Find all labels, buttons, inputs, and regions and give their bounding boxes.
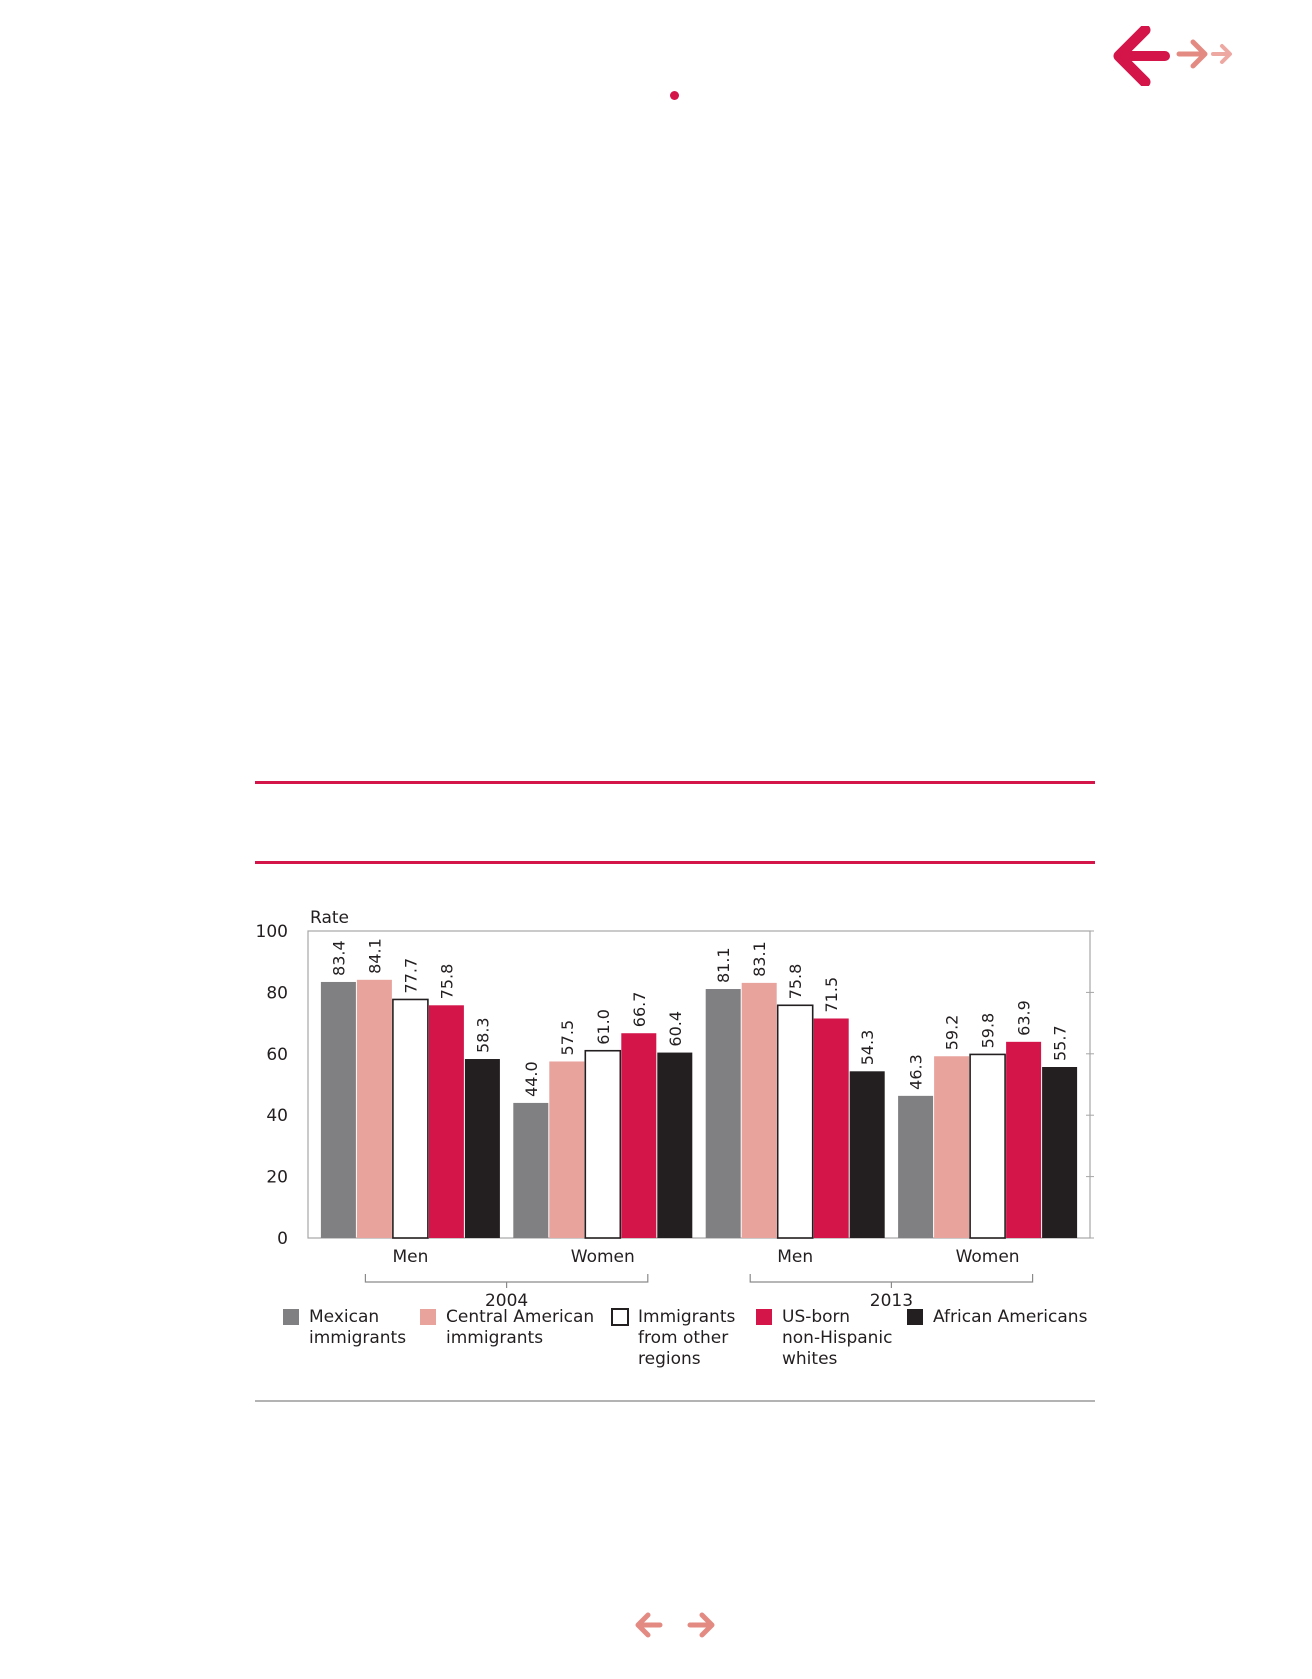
page-marker-dot bbox=[670, 91, 679, 100]
back-arrow-icon[interactable] bbox=[1113, 26, 1170, 86]
bar bbox=[584, 1049, 622, 1239]
bar bbox=[464, 1059, 500, 1238]
top-navigation bbox=[1113, 26, 1232, 86]
y-tick-label: 20 bbox=[266, 1168, 288, 1188]
legend-label: US-born bbox=[782, 1307, 850, 1327]
bar bbox=[356, 979, 392, 1238]
bar-layer bbox=[320, 979, 1078, 1239]
data-label: 60.4 bbox=[666, 1011, 685, 1047]
legend-swatch bbox=[756, 1309, 772, 1325]
legend-label: immigrants bbox=[446, 1328, 543, 1348]
bar bbox=[1006, 1041, 1042, 1238]
forward-arrow-icon[interactable] bbox=[1176, 39, 1208, 69]
legend-label: immigrants bbox=[309, 1328, 406, 1348]
y-tick-label: 80 bbox=[266, 983, 288, 1003]
data-label: 59.2 bbox=[943, 1015, 962, 1051]
y-tick-label: 40 bbox=[266, 1106, 288, 1126]
data-label: 71.5 bbox=[822, 977, 841, 1013]
bar bbox=[657, 1052, 693, 1238]
data-label: 77.7 bbox=[401, 958, 420, 994]
data-label: 75.8 bbox=[437, 964, 456, 1000]
year-bracket bbox=[364, 1274, 649, 1283]
category-label: Men bbox=[777, 1247, 813, 1267]
data-label: 54.3 bbox=[858, 1030, 877, 1066]
legend-swatch bbox=[283, 1309, 299, 1325]
legend-label: Immigrants bbox=[638, 1307, 735, 1327]
bar bbox=[320, 981, 356, 1238]
data-label: 84.1 bbox=[365, 938, 384, 974]
y-tick-label: 100 bbox=[256, 922, 288, 942]
legend-label: Mexican bbox=[309, 1307, 379, 1327]
bar bbox=[934, 1056, 970, 1238]
data-label-layer: 83.4 44.0 81.1 46.3 84.1 57.5 83.1 59.2 77.7 61.0… bbox=[329, 938, 1069, 1097]
data-label: 63.9 bbox=[1015, 1000, 1034, 1036]
data-label: 57.5 bbox=[558, 1020, 577, 1056]
bar bbox=[428, 1005, 464, 1238]
year-bracket bbox=[749, 1274, 1034, 1283]
figure-title-rule bbox=[255, 861, 1095, 864]
data-label: 61.0 bbox=[594, 1009, 613, 1045]
bottom-navigation bbox=[635, 1612, 715, 1638]
next-page-icon[interactable] bbox=[687, 1612, 715, 1638]
data-label: 46.3 bbox=[907, 1054, 926, 1090]
data-label: 59.8 bbox=[979, 1013, 998, 1049]
category-label: Women bbox=[956, 1247, 1020, 1267]
data-label: 81.1 bbox=[714, 947, 733, 983]
bar bbox=[549, 1061, 585, 1238]
previous-page-icon[interactable] bbox=[635, 1612, 663, 1638]
bar-chart: 0 20 40 60 80 100 Rate Men Women Men Women 2004 2013… bbox=[256, 908, 1094, 1369]
legend-label: regions bbox=[638, 1349, 701, 1369]
plot-frame bbox=[307, 930, 1091, 1239]
data-label: 55.7 bbox=[1051, 1025, 1070, 1061]
bar bbox=[969, 1053, 1006, 1239]
legend-label: whites bbox=[782, 1349, 838, 1369]
bar bbox=[813, 1018, 849, 1238]
data-label: 83.4 bbox=[329, 940, 348, 976]
bar bbox=[513, 1102, 549, 1238]
data-label: 44.0 bbox=[522, 1061, 541, 1097]
legend-label: non-Hispanic bbox=[782, 1328, 893, 1348]
legend-label: from other bbox=[638, 1328, 728, 1348]
y-tick-label: 60 bbox=[266, 1045, 288, 1065]
legend-label: Central American bbox=[446, 1307, 594, 1327]
axis-layer: 0 20 40 60 80 100 Rate Men Women Men Women 2004 2013 bbox=[256, 908, 1094, 1311]
year-label: 2013 bbox=[870, 1291, 913, 1311]
bar bbox=[741, 982, 777, 1238]
category-label: Men bbox=[392, 1247, 428, 1267]
y-tick-label: 0 bbox=[277, 1229, 288, 1249]
bar bbox=[849, 1071, 885, 1238]
bar bbox=[1042, 1067, 1078, 1238]
bar bbox=[776, 1004, 814, 1239]
data-label: 83.1 bbox=[750, 941, 769, 977]
bar bbox=[621, 1033, 657, 1238]
bar bbox=[705, 989, 741, 1238]
bar bbox=[392, 998, 429, 1239]
category-label: Women bbox=[571, 1247, 635, 1267]
legend-label: African Americans bbox=[933, 1307, 1088, 1327]
legend-swatch bbox=[611, 1308, 629, 1326]
legend-swatch bbox=[420, 1309, 436, 1325]
figure-bottom-rule bbox=[255, 1400, 1095, 1402]
data-label: 75.8 bbox=[786, 964, 805, 1000]
data-label: 58.3 bbox=[473, 1017, 492, 1053]
bar bbox=[898, 1095, 934, 1238]
y-axis-label: Rate bbox=[310, 908, 349, 928]
figure-top-rule bbox=[255, 781, 1095, 784]
data-label: 66.7 bbox=[630, 992, 649, 1028]
year-label: 2004 bbox=[485, 1291, 528, 1311]
legend-swatch bbox=[907, 1309, 923, 1325]
forward-arrow-small-icon[interactable] bbox=[1211, 44, 1232, 64]
